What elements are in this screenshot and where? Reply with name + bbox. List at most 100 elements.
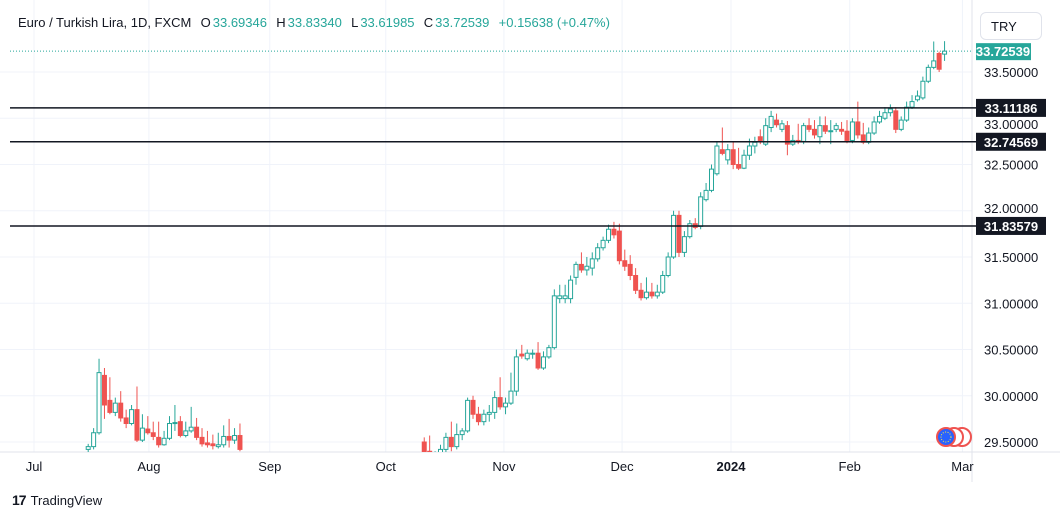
candle-body xyxy=(85,446,91,450)
candle-down xyxy=(844,120,850,144)
candle-body xyxy=(779,123,785,130)
candle-body xyxy=(627,263,633,276)
candle-down xyxy=(822,116,828,134)
candle-up xyxy=(752,136,758,154)
candle-down xyxy=(774,113,780,128)
candle-body xyxy=(904,106,910,121)
price-tick-label: 30.00000 xyxy=(984,389,1038,404)
candle-body xyxy=(139,427,145,441)
candle-down xyxy=(497,377,503,410)
candle-body xyxy=(811,128,817,136)
candle-body xyxy=(871,121,877,134)
candle-up xyxy=(167,416,172,441)
candle-up xyxy=(871,116,877,135)
candle-body xyxy=(486,411,492,415)
candle-up xyxy=(925,64,931,84)
candle-body xyxy=(573,263,579,278)
candle-up xyxy=(589,252,595,276)
candle-body xyxy=(806,125,812,130)
candle-up xyxy=(232,428,238,444)
candle-body xyxy=(530,352,536,355)
candle-down xyxy=(692,218,698,230)
candle-down xyxy=(519,344,525,359)
candle-up xyxy=(654,284,660,299)
candle-up xyxy=(833,122,839,133)
open-label: O xyxy=(200,15,211,30)
candle-up xyxy=(443,432,449,452)
candle-body xyxy=(687,223,693,238)
time-tick-label: Mar xyxy=(951,459,974,474)
candle-body xyxy=(421,441,427,452)
candle-body xyxy=(96,372,102,434)
candle-body xyxy=(709,168,714,191)
symbol-title[interactable]: Euro / Turkish Lira, 1D, FXCM xyxy=(18,15,192,30)
candle-body xyxy=(936,53,942,70)
candle-up xyxy=(779,120,785,133)
candle-down xyxy=(421,437,427,452)
candle-body xyxy=(454,434,460,448)
candle-down xyxy=(107,377,113,415)
candle-up xyxy=(920,76,926,100)
candle-body xyxy=(746,145,752,156)
horizontal-levels[interactable]: 33.72539 33.11186 32.74569 31.83579 xyxy=(10,43,1046,235)
candle-up xyxy=(562,284,568,304)
time-tick-label: Aug xyxy=(137,459,160,474)
candle-body xyxy=(633,275,639,291)
candle-down xyxy=(150,421,156,441)
time-tick-label: Feb xyxy=(839,459,861,474)
candle-body xyxy=(665,256,671,276)
candle-body xyxy=(730,149,736,165)
candle-up xyxy=(898,116,904,132)
candle-body xyxy=(427,450,433,452)
candle-up xyxy=(931,41,937,70)
close-label: C xyxy=(423,15,434,30)
candle-body xyxy=(757,136,763,141)
candle-down xyxy=(627,255,633,281)
currency-button[interactable]: TRY xyxy=(980,12,1042,40)
tradingview-footer[interactable]: 17 TradingView xyxy=(12,492,102,508)
time-axis[interactable]: Jul Aug Sep Oct Nov Dec 2024 Feb Mar xyxy=(26,459,975,474)
candle-body xyxy=(849,121,855,141)
eu-flag-icon[interactable] xyxy=(936,427,972,447)
candle-body xyxy=(438,448,443,452)
candle-body xyxy=(167,423,172,439)
candle-body xyxy=(443,436,449,450)
time-tick-label: Nov xyxy=(492,459,516,474)
candle-down xyxy=(622,249,628,271)
level-price-label: 33.11186 xyxy=(985,101,1038,116)
candle-down xyxy=(210,434,216,450)
candle-up xyxy=(665,252,671,278)
candle-up xyxy=(139,414,145,442)
candle-up xyxy=(849,118,855,144)
candle-down xyxy=(730,141,736,170)
price-tick-label: 29.50000 xyxy=(984,435,1038,450)
candle-body xyxy=(503,402,509,408)
candle-down xyxy=(860,122,866,145)
candle-up xyxy=(768,110,774,133)
candle-down xyxy=(638,282,644,301)
candle-down xyxy=(936,51,942,72)
close-value: 33.72539 xyxy=(435,15,490,30)
candle-down xyxy=(893,107,899,134)
candle-body xyxy=(768,115,774,129)
candle-body xyxy=(866,132,872,143)
time-tick-label: Dec xyxy=(611,459,635,474)
candle-body xyxy=(784,125,790,145)
candle-down xyxy=(811,120,817,139)
candle-body xyxy=(475,413,481,423)
candle-body xyxy=(237,435,243,450)
candle-down xyxy=(616,223,622,265)
candle-down xyxy=(427,435,433,452)
candle-body xyxy=(172,422,178,425)
candle-down xyxy=(226,418,232,448)
candle-body xyxy=(844,130,850,141)
candle-body xyxy=(568,279,574,300)
price-axis[interactable]: 29.50000 30.00000 30.50000 31.00000 31.50000… xyxy=(984,65,1038,450)
candle-down xyxy=(784,121,790,156)
level-price-badge xyxy=(976,132,1046,151)
candle-up xyxy=(492,391,498,419)
candle-body xyxy=(660,275,666,293)
candle-body xyxy=(584,265,590,271)
candle-body xyxy=(204,442,210,446)
